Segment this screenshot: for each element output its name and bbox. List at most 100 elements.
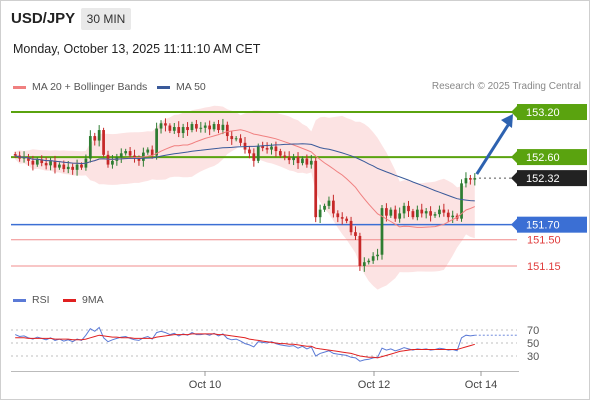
legend-rsi-ma: 9MA <box>63 294 104 306</box>
candle-body <box>301 158 304 164</box>
candle-body <box>239 138 242 143</box>
candle-body <box>195 124 198 129</box>
datetime-label: Monday, October 13, 2025 11:11:10 AM CET <box>13 42 261 56</box>
candle-body <box>35 159 39 165</box>
rsi-line <box>15 326 475 362</box>
ma50-line <box>15 143 475 202</box>
forecast-arrow-shaft <box>475 121 512 175</box>
x-tick-label: Oct 12 <box>358 379 390 391</box>
candle-body <box>415 209 419 218</box>
bollinger-band-area <box>15 105 475 290</box>
candle-body <box>252 153 256 161</box>
ma20-label: MA 20 + Bollinger Bands <box>32 81 148 93</box>
candle-body <box>155 128 158 156</box>
candle-body <box>371 256 375 261</box>
credit-text: Research © 2025 Trading Central <box>431 81 581 92</box>
candle-body <box>336 213 340 218</box>
candle-body <box>407 205 410 212</box>
candle-body <box>150 149 154 156</box>
candle-body <box>97 130 101 141</box>
ma50-swatch <box>157 85 170 89</box>
candle-body <box>181 127 185 134</box>
legend-rsi: RSI <box>13 294 50 306</box>
candle-body <box>230 136 234 140</box>
level-label-152.60: 152.60 <box>526 152 560 164</box>
candle-body <box>327 200 331 206</box>
candle-body <box>168 125 172 131</box>
candle-body <box>203 125 207 128</box>
ma50-label: MA 50 <box>176 81 206 93</box>
candle-body <box>27 157 30 161</box>
candle-body <box>367 260 371 263</box>
candle-body <box>137 158 141 161</box>
forecast-arrow-head <box>501 114 513 129</box>
candle-body <box>248 149 251 154</box>
candle-body <box>380 208 384 255</box>
candle-body <box>469 178 472 180</box>
level-tag-152.32 <box>517 170 587 187</box>
candle-body <box>62 164 66 170</box>
candle-body <box>22 157 26 159</box>
candle-body <box>172 127 176 131</box>
candle-body <box>332 200 335 214</box>
candle-body <box>88 136 92 159</box>
level-label-153.20: 153.20 <box>526 107 560 119</box>
candle-body <box>314 160 318 218</box>
candle-body <box>460 183 463 219</box>
candle-body <box>442 209 446 213</box>
candle-body <box>225 124 229 137</box>
candle-body <box>451 215 455 218</box>
candle-body <box>40 159 44 164</box>
candle-body <box>354 232 357 236</box>
candle-body <box>318 209 322 218</box>
candle-body <box>349 220 353 233</box>
x-tick-label: Oct 10 <box>189 379 221 391</box>
candle-body <box>424 211 428 214</box>
candle-body <box>433 214 437 216</box>
ma20-swatch <box>13 85 26 89</box>
candle-body <box>13 154 17 156</box>
candle-body <box>393 209 397 219</box>
candle-body <box>438 209 441 215</box>
candle-body <box>208 125 212 130</box>
candle-body <box>53 160 57 168</box>
level-tag-151.70 <box>517 216 587 233</box>
candle-body <box>217 124 220 131</box>
candle-body <box>270 146 273 150</box>
candle-body <box>402 205 406 214</box>
candle-body <box>199 127 203 129</box>
candle-body <box>398 213 402 219</box>
candle-body <box>446 212 450 218</box>
level-label-151.50: 151.50 <box>527 235 561 247</box>
candle-body <box>362 262 366 266</box>
rsi-level-label-30: 30 <box>527 351 539 363</box>
candle-body <box>340 217 344 219</box>
top-bar: USD/JPY 30 MIN <box>1 1 589 37</box>
candle-body <box>385 208 388 216</box>
candle-body <box>119 153 123 158</box>
candle-body <box>49 160 52 166</box>
rsi-ma-swatch <box>63 298 76 302</box>
candle-body <box>111 160 114 165</box>
level-tag-pointer-151.70 <box>511 218 517 231</box>
legend-ma20: MA 20 + Bollinger Bands <box>13 81 147 93</box>
candle-body <box>75 164 79 170</box>
candle-body <box>283 155 287 158</box>
x-tick-label: Oct 14 <box>465 379 497 391</box>
candle-body <box>420 209 424 214</box>
level-label-151.15: 151.15 <box>527 261 561 273</box>
candle-body <box>274 146 278 152</box>
rsi-swatch <box>13 298 26 302</box>
candle-body <box>292 157 295 161</box>
candle-body <box>66 166 70 170</box>
rsi-level-label-70: 70 <box>527 325 539 337</box>
candle-body <box>159 123 163 129</box>
level-tag-pointer-153.20 <box>511 106 517 119</box>
rsi-ma-label: 9MA <box>82 294 104 306</box>
candle-body <box>389 209 393 216</box>
x-axis-line <box>11 371 519 372</box>
level-tag-pointer-152.60 <box>511 151 517 164</box>
candle-body <box>265 148 269 150</box>
timeframe-button[interactable]: 30 MIN <box>81 8 131 30</box>
